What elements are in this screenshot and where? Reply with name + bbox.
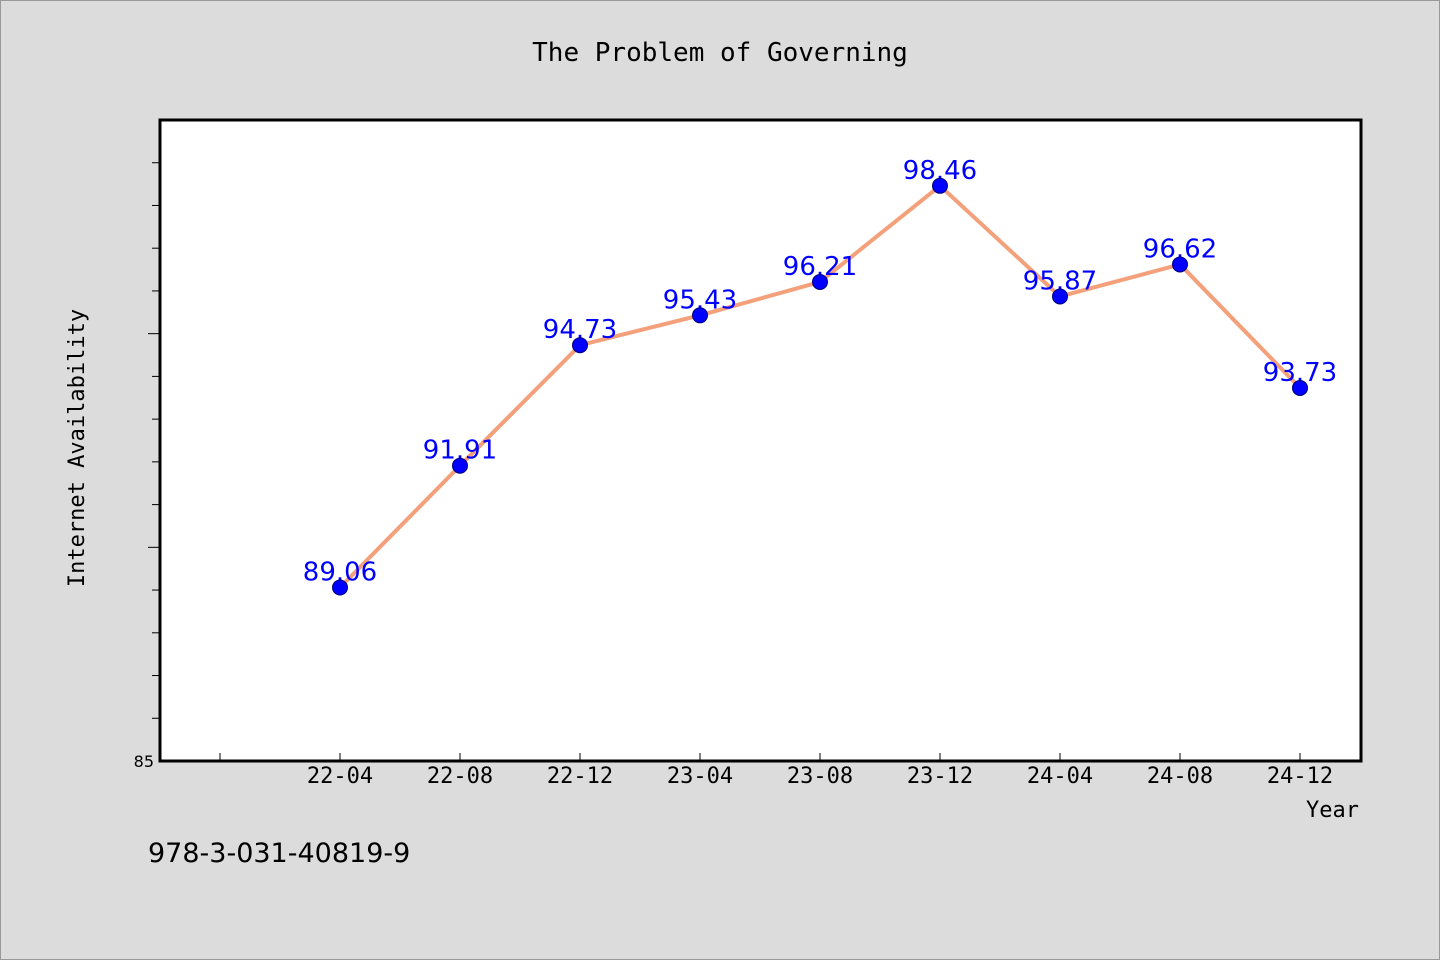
data-point [1052,288,1068,305]
chart-title: The Problem of Governing [532,38,908,68]
x-tick-label: 24-12 [1267,764,1333,789]
data-point [812,273,828,290]
x-tick-label: 22-04 [307,764,373,789]
plot-area [158,118,1363,763]
data-point [1292,379,1308,396]
data-point [1172,256,1188,273]
data-point [332,579,348,596]
data-point [932,177,948,194]
x-tick-label: 23-08 [787,764,853,789]
x-tick-label: 22-12 [547,764,613,789]
x-axis-label: Year [1306,798,1359,823]
x-tick-label: 23-04 [667,764,733,789]
x-tick-label: 24-08 [1147,764,1213,789]
x-tick-label: 22-08 [427,764,493,789]
x-tick-label: 23-12 [907,764,973,789]
series-0: 89.0691.9194.7395.4396.2198.4695.8796.62… [303,156,1337,596]
y-tick-label: 85 [134,752,154,771]
x-tick-label: 24-04 [1027,764,1093,789]
data-point [452,457,468,474]
y-axis-label: Internet Availability [65,309,90,587]
data-point [572,337,588,354]
y-axis: 85 [134,162,160,771]
data-point [692,307,708,324]
isbn-text: 978-3-031-40819-9 [148,838,410,869]
x-axis: 22-04 22-08 22-12 23-04 23-08 23-12 24-04 24-08… [219,753,1333,789]
